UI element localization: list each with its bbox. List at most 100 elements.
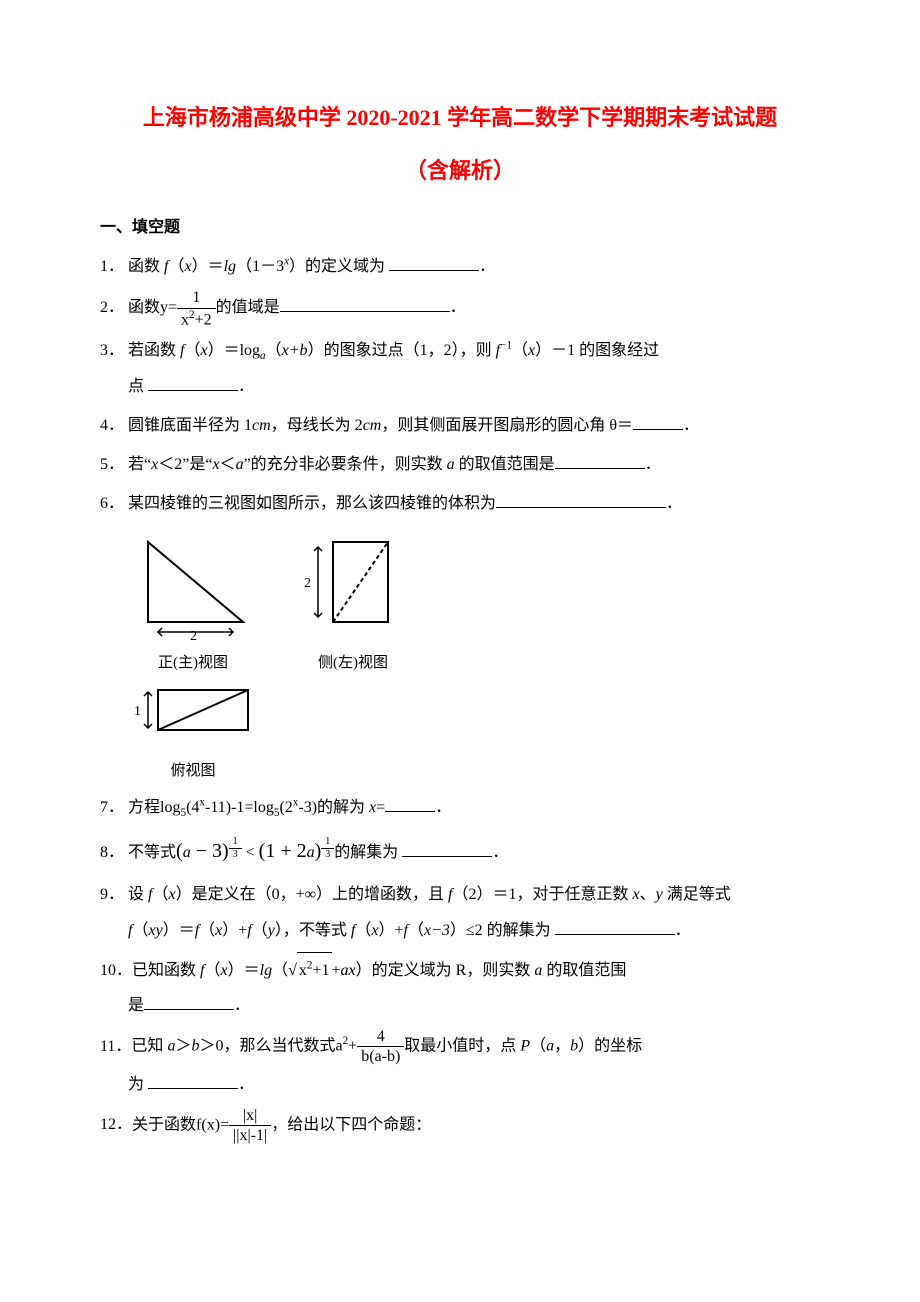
q2-num: 2． bbox=[100, 290, 128, 325]
q6-diagrams: 2 正(主)视图 2 侧(左)视图 bbox=[128, 532, 820, 780]
q4-num: 4． bbox=[100, 408, 128, 443]
q11-frac-top: 4 bbox=[357, 1027, 404, 1047]
q1-text-a: 函数 bbox=[128, 258, 164, 275]
q11-po: （ bbox=[530, 1038, 546, 1055]
q10-x2: x bbox=[349, 962, 356, 979]
q11-indent-text: 为 bbox=[128, 1076, 148, 1093]
q8-text-a: 不等式 bbox=[128, 844, 176, 861]
q4-unit2: cm bbox=[363, 417, 382, 434]
q10-x: x bbox=[221, 962, 228, 979]
q9-l2y: y bbox=[268, 922, 275, 939]
q11-a2: a bbox=[335, 1038, 342, 1055]
q11-a3: a bbox=[546, 1038, 554, 1055]
q10-sqrt-b: +1 bbox=[312, 962, 329, 979]
q6-diagram-row-2: 1 俯视图 bbox=[128, 680, 820, 780]
q10-sqrt: √x2+1 bbox=[288, 952, 331, 988]
q5-var-a2: a bbox=[447, 456, 455, 473]
q6-blank bbox=[496, 491, 666, 508]
q11-b2: b bbox=[570, 1038, 578, 1055]
q10-num: 10． bbox=[100, 953, 132, 988]
q12-num: 12． bbox=[100, 1107, 132, 1142]
question-7: 7．方程log5(4x-11)-1=log5(2x-3)的解为 x=． bbox=[100, 790, 820, 826]
q3-pc2: ）的图象过点（1，2），则 bbox=[308, 342, 496, 359]
q8-b1a: ( bbox=[176, 840, 183, 862]
q9-l2arg: x−3 bbox=[424, 922, 450, 939]
q12-f: f(x)= bbox=[196, 1116, 229, 1133]
q6-side-svg: 2 bbox=[298, 532, 408, 642]
q10-pc2: ）的定义域为 R，则实数 bbox=[356, 962, 535, 979]
q2-frac-bot: x2+2 bbox=[177, 309, 216, 330]
q11-P: P bbox=[520, 1038, 530, 1055]
q5-text-b: ”的充分非必要条件，则实数 bbox=[244, 456, 447, 473]
q7-num: 7． bbox=[100, 790, 128, 825]
q9-blank bbox=[555, 918, 675, 935]
q5-lt1: ＜2”是“ bbox=[158, 456, 212, 473]
q4-unit1: cm bbox=[252, 417, 271, 434]
q11-blank bbox=[148, 1072, 238, 1089]
q11-gt2: ＞0，那么当代数式 bbox=[199, 1038, 335, 1055]
q12-frac-top: |x| bbox=[229, 1106, 271, 1126]
q9-x1: x bbox=[168, 886, 175, 903]
q3-po3: （ bbox=[512, 342, 528, 359]
q6-side-height-label: 2 bbox=[304, 576, 311, 591]
q9-l2po5: （ bbox=[408, 922, 424, 939]
q5-num: 5． bbox=[100, 447, 128, 482]
q1-end: ． bbox=[479, 258, 495, 275]
q10-pc: ）＝ bbox=[228, 962, 260, 979]
q2-yeq: y= bbox=[160, 299, 177, 316]
q7-arg2b: -3) bbox=[298, 799, 317, 816]
q8-exp2-top: 1 bbox=[321, 836, 334, 849]
q6-front-view: 2 正(主)视图 bbox=[128, 532, 258, 672]
q8-num: 8． bbox=[100, 835, 128, 870]
q3-po: （ bbox=[184, 342, 200, 359]
q3-pc: ）＝log bbox=[208, 342, 260, 359]
q10-indent: 是． bbox=[100, 988, 820, 1023]
q10-sqrt-a: x bbox=[299, 962, 307, 979]
q1-lg: lg bbox=[224, 258, 236, 275]
q6-front-caption: 正(主)视图 bbox=[128, 651, 258, 672]
q7-text-a: 方程 bbox=[128, 799, 160, 816]
q3-num: 3． bbox=[100, 333, 128, 368]
q8-a2: a bbox=[307, 844, 315, 861]
q11-gt1: ＞ bbox=[175, 1038, 191, 1055]
q8-text-b: 的解集为 bbox=[334, 844, 402, 861]
q11-text-b: 取最小值时，点 bbox=[404, 1038, 520, 1055]
q6-diagram-row-1: 2 正(主)视图 2 侧(左)视图 bbox=[128, 532, 820, 672]
q2-frac-bot-a: x bbox=[181, 311, 189, 328]
q5-text-a: 若“ bbox=[128, 456, 151, 473]
q9-l2pc2: ）+ bbox=[222, 922, 247, 939]
q11-plus: + bbox=[348, 1038, 357, 1055]
q12-text-b: ，给出以下四个命题： bbox=[271, 1116, 431, 1133]
question-11: 11．已知 a＞b＞0，那么当代数式a2+4b(a-b)取最小值时，点 P（a，… bbox=[100, 1027, 820, 1102]
q2-end: ． bbox=[450, 299, 466, 316]
q9-l2pc1: ）＝ bbox=[163, 922, 195, 939]
q5-lt2: ＜ bbox=[220, 456, 236, 473]
q9-xvar: x bbox=[633, 886, 640, 903]
q7-log2: log bbox=[253, 799, 273, 816]
q11-pc: ）的坐标 bbox=[578, 1038, 642, 1055]
q11-comma: ， bbox=[554, 1038, 570, 1055]
q6-top-caption: 俯视图 bbox=[128, 759, 258, 780]
q2-blank bbox=[280, 295, 450, 312]
q7-blank bbox=[385, 795, 435, 812]
q6-text: 某四棱锥的三视图如图所示，那么该四棱锥的体积为 bbox=[128, 495, 496, 512]
q5-var2: x bbox=[212, 456, 219, 473]
q5-var-a: a bbox=[236, 456, 244, 473]
question-6: 6．某四棱锥的三视图如图所示，那么该四棱锥的体积为． bbox=[100, 486, 820, 521]
q3-indent-text: 点 bbox=[128, 378, 148, 395]
q11-frac: 4b(a-b) bbox=[357, 1027, 404, 1066]
question-12: 12．关于函数f(x)=|x|||x|-1|，给出以下四个命题： bbox=[100, 1106, 820, 1145]
q2-frac-top: 1 bbox=[177, 288, 216, 308]
q8-exp2-bot: 3 bbox=[321, 849, 334, 861]
q4-text: 圆锥底面半径为 1 bbox=[128, 417, 252, 434]
q3-end: ． bbox=[238, 378, 254, 395]
q8-exp1: 13 bbox=[229, 842, 242, 854]
q6-side-view: 2 侧(左)视图 bbox=[298, 532, 408, 672]
q10-lg: lg bbox=[260, 962, 272, 979]
question-9: 9．设 f（x）是定义在（0，+∞）上的增函数，且 f（2）＝1，对于任意正数 … bbox=[100, 877, 820, 947]
q10-text-a: 已知函数 bbox=[132, 962, 200, 979]
q9-po1: （ bbox=[152, 886, 168, 903]
q11-end: ． bbox=[238, 1076, 254, 1093]
q1-arg-open: （1－3 bbox=[236, 258, 284, 275]
q3-pc3: ）－1 的图象经过 bbox=[535, 342, 659, 359]
